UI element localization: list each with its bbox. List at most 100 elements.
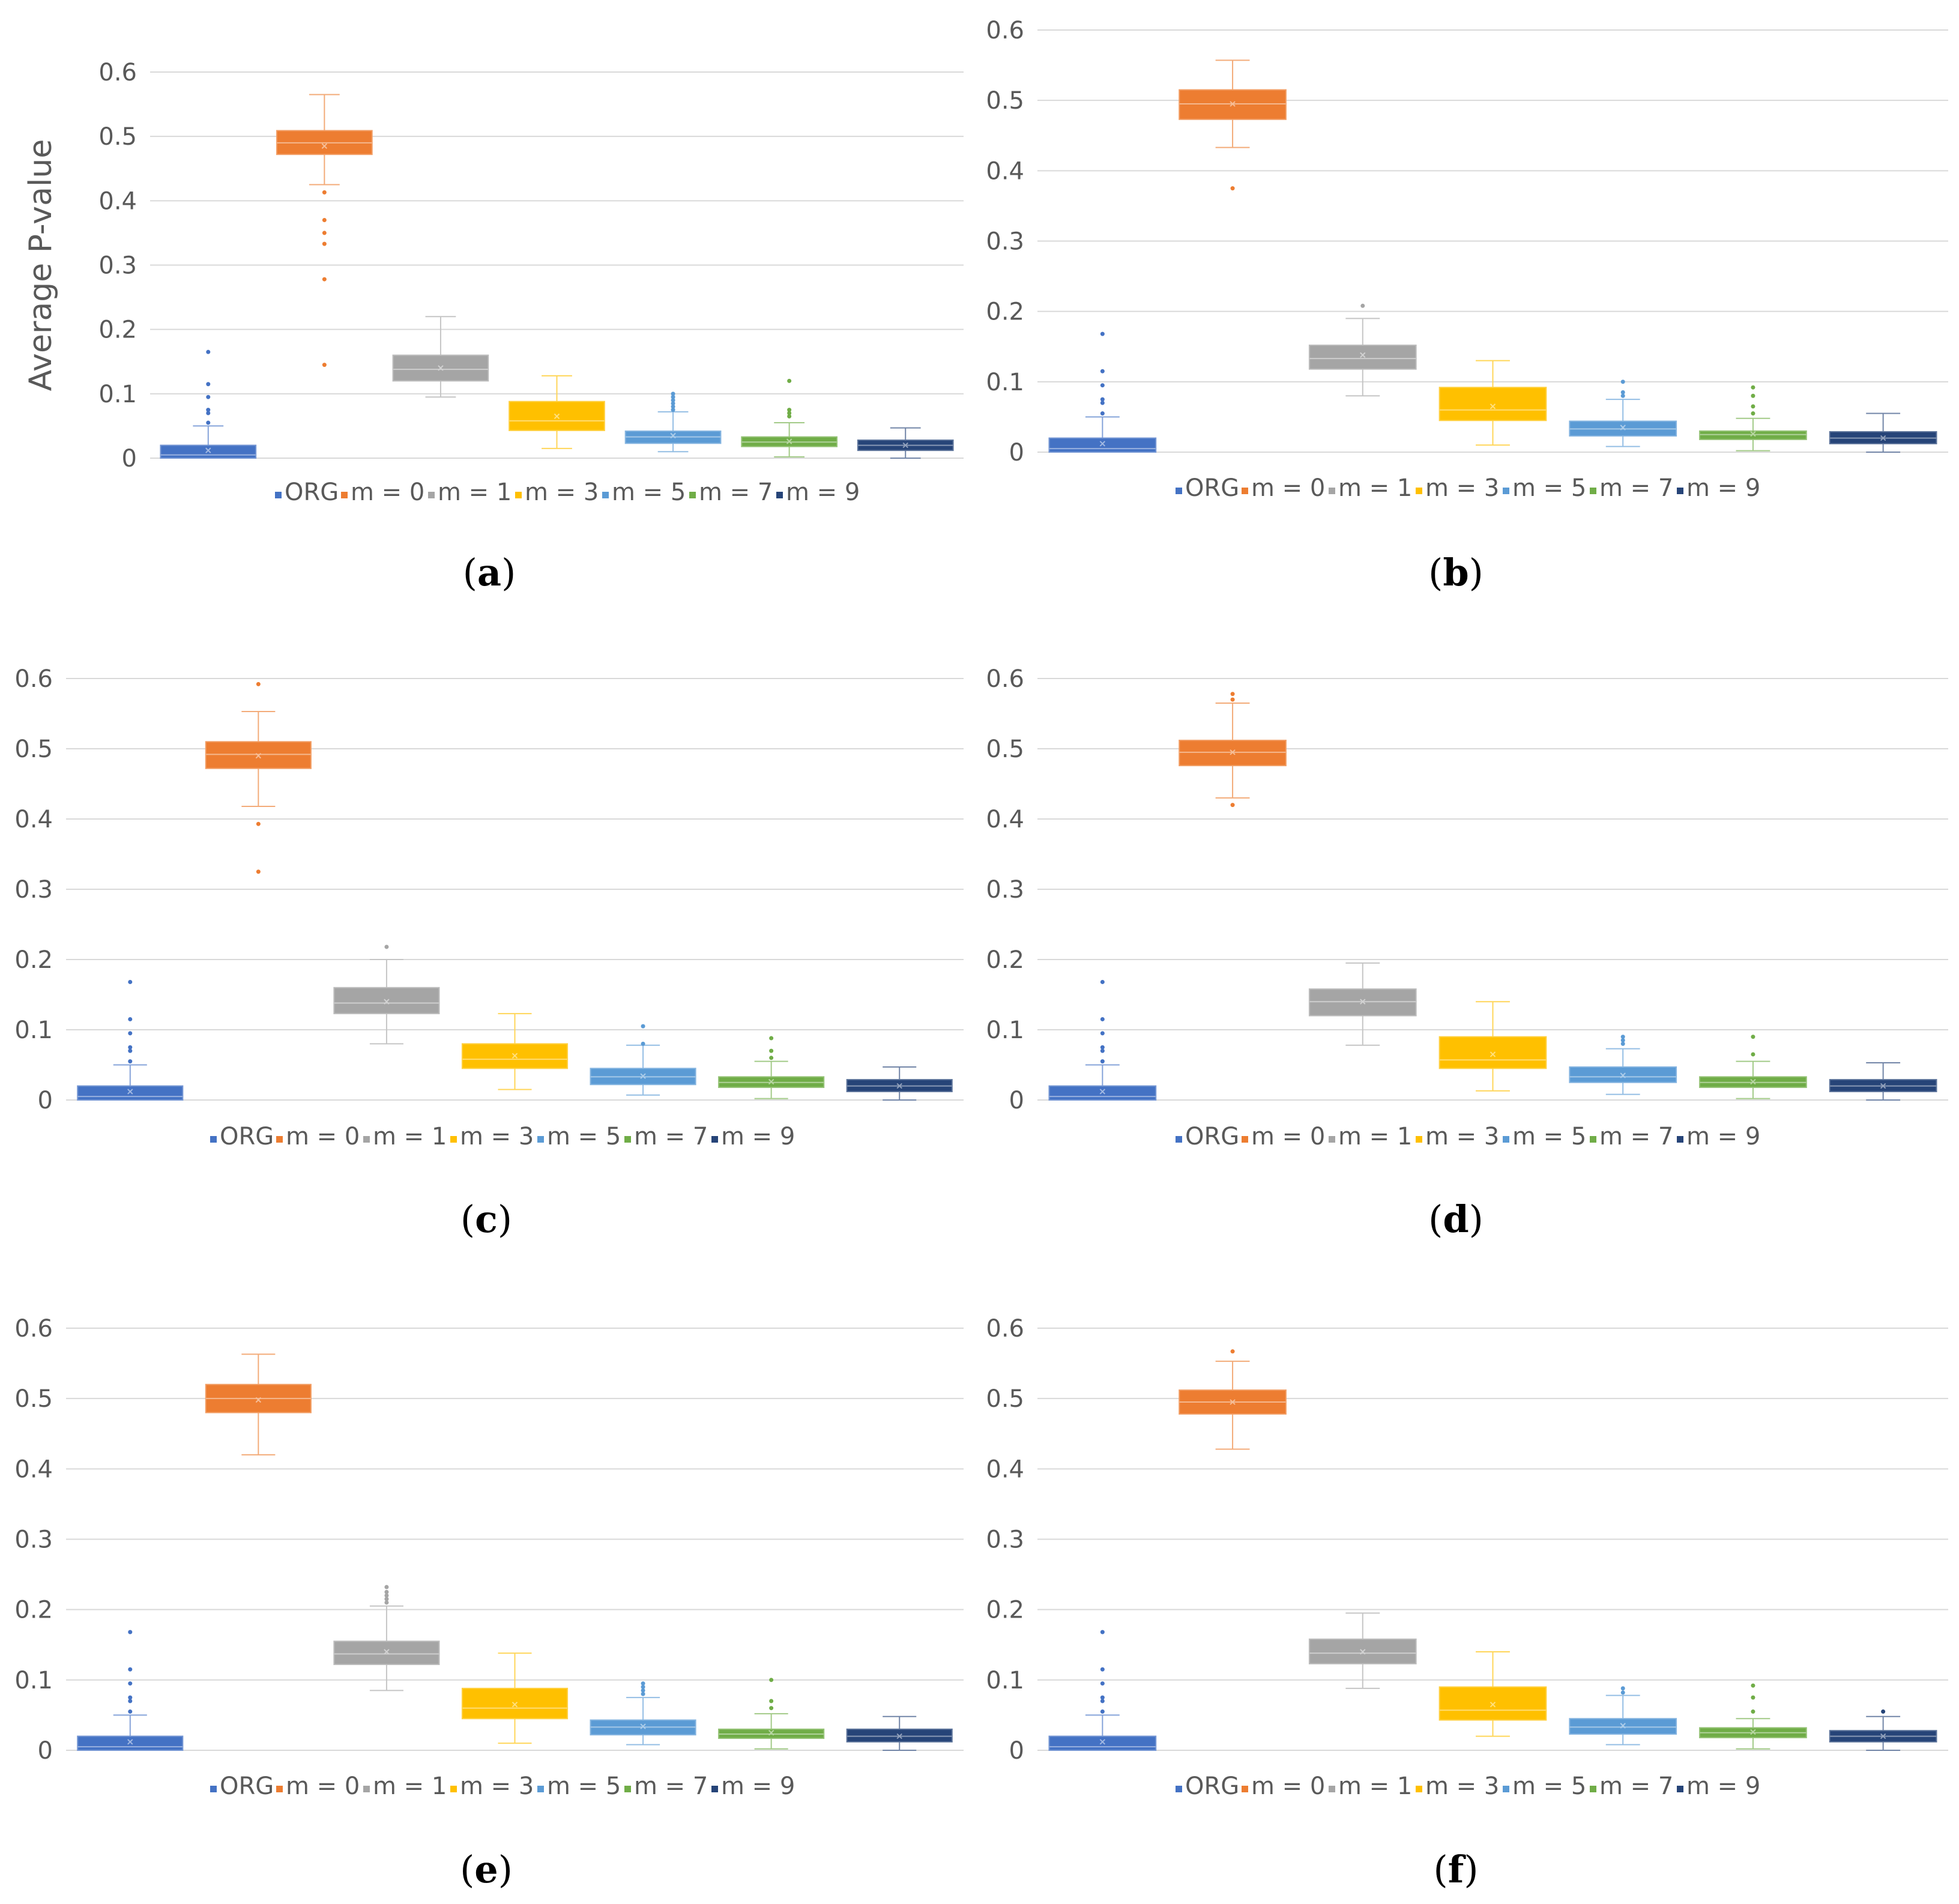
- legend-label: m = 1: [373, 1773, 447, 1800]
- outlier-point: [1751, 1035, 1755, 1039]
- legend-label: m = 7: [634, 1123, 708, 1150]
- mean-marker: [1880, 1733, 1886, 1739]
- legend-swatch: [1329, 1136, 1335, 1143]
- legend-swatch: [275, 492, 282, 498]
- y-tick-label: 0.5: [14, 1385, 53, 1413]
- outlier-point: [128, 1681, 133, 1686]
- y-tick-label: 0.4: [986, 806, 1024, 833]
- mean-marker: [1230, 749, 1236, 755]
- outlier-point: [128, 1699, 133, 1703]
- legend-label: m = 3: [525, 479, 599, 506]
- legend-swatch: [428, 492, 435, 498]
- outlier-point: [787, 408, 792, 413]
- caption-letter: f: [1448, 1848, 1466, 1891]
- outlier-point: [1751, 1052, 1755, 1057]
- legend-swatch: [1503, 1786, 1509, 1792]
- box-body: [1699, 430, 1807, 440]
- outlier-point: [256, 869, 261, 874]
- outlier-point: [769, 1036, 774, 1041]
- legend-label: m = 5: [1512, 1123, 1586, 1150]
- box-m-5: [1569, 379, 1677, 447]
- outlier-point: [641, 1688, 645, 1693]
- y-tick-label: 0.5: [98, 123, 137, 151]
- legend-swatch: [1590, 1136, 1596, 1143]
- outlier-point: [1751, 1709, 1755, 1714]
- legend-swatch: [624, 1136, 631, 1143]
- caption-letter: a: [477, 551, 501, 594]
- outlier-point: [1751, 1683, 1755, 1688]
- legend-label: ORG: [285, 479, 339, 506]
- y-tick-label: 0.6: [986, 665, 1024, 693]
- y-tick-label: 0: [38, 1087, 53, 1114]
- y-tick-label: 0.2: [14, 946, 53, 974]
- outlier-point: [128, 1045, 133, 1050]
- box-ORG: [1048, 1630, 1157, 1751]
- legend-label: m = 1: [373, 1123, 447, 1150]
- legend-label: m = 3: [1425, 474, 1499, 502]
- legend-label: ORG: [1185, 1773, 1239, 1800]
- mean-marker: [512, 1053, 518, 1059]
- outlier-point: [671, 398, 675, 403]
- box-m-9: [1829, 413, 1937, 453]
- outlier-point: [769, 1056, 774, 1060]
- outlier-point: [384, 1585, 389, 1589]
- outlier-point: [641, 1681, 645, 1686]
- box-m-0: [1179, 59, 1287, 191]
- outlier-point: [769, 1048, 774, 1053]
- box-m-7: [1699, 1683, 1807, 1750]
- legend-swatch: [1242, 1786, 1248, 1792]
- caption-paren-open: (: [460, 1848, 474, 1891]
- legend-swatch: [711, 1136, 718, 1143]
- outlier-point: [1100, 979, 1105, 984]
- mean-marker: [1880, 1083, 1886, 1089]
- outlier-point: [1751, 385, 1755, 390]
- mean-marker: [640, 1723, 646, 1729]
- box-m-0: [205, 1353, 312, 1455]
- outlier-point: [384, 1597, 389, 1601]
- box-m-3: [1438, 1651, 1547, 1737]
- chart-panel-d: 0 0.1 0.2 0.3 0.4 0.5 0.6 ORG m = 0 m = 1 m = 3 m =…: [986, 665, 1948, 1241]
- legend-swatch: [1503, 488, 1509, 494]
- outlier-point: [206, 408, 211, 413]
- caption-paren-open: (: [1433, 1848, 1447, 1891]
- outlier-point: [206, 420, 211, 425]
- outlier-point: [1100, 1031, 1105, 1036]
- box-m-0: [276, 94, 373, 367]
- y-tick-label: 0.4: [986, 157, 1024, 185]
- y-tick-label: 0: [1009, 439, 1024, 467]
- legend-swatch: [363, 1136, 370, 1143]
- y-tick-label: 0.6: [98, 59, 137, 86]
- y-tick-label: 0.2: [14, 1597, 53, 1624]
- box-m-3: [461, 1652, 569, 1744]
- y-tick-label: 0.3: [986, 1526, 1024, 1554]
- y-tick-label: 0.6: [986, 17, 1024, 44]
- y-tick-label: 0.1: [986, 369, 1024, 396]
- legend-label: ORG: [1185, 1123, 1239, 1150]
- outlier-point: [671, 391, 675, 396]
- outlier-point: [1620, 379, 1625, 384]
- mean-marker: [1360, 999, 1366, 1005]
- box-ORG: [160, 349, 257, 459]
- caption-letter: c: [475, 1197, 498, 1241]
- outlier-point: [1100, 1045, 1105, 1050]
- legend-label: m = 9: [721, 1773, 795, 1800]
- mean-marker: [768, 1078, 774, 1085]
- panel-caption: (e): [460, 1848, 513, 1891]
- legend-swatch: [1503, 1136, 1509, 1143]
- box-body: [333, 1640, 440, 1666]
- legend-swatch: [1176, 1136, 1182, 1143]
- legend-swatch: [210, 1786, 217, 1792]
- legend-label: m = 9: [1686, 1773, 1760, 1800]
- mean-marker: [1099, 1739, 1106, 1745]
- caption-paren-close: ): [498, 1848, 513, 1891]
- mean-marker: [512, 1702, 518, 1708]
- box-m-1: [333, 944, 440, 1045]
- outlier-point: [384, 944, 389, 949]
- legend-swatch: [1677, 488, 1683, 494]
- y-tick-label: 0.3: [14, 1526, 53, 1554]
- legend-swatch: [276, 1136, 283, 1143]
- outlier-point: [671, 401, 675, 406]
- chart-panel-a: 0 0.1 0.2 0.3 0.4 0.5 0.6 Average P-value ORG m =…: [23, 59, 964, 594]
- outlier-point: [1100, 411, 1105, 416]
- legend-label: m = 0: [1251, 1773, 1325, 1800]
